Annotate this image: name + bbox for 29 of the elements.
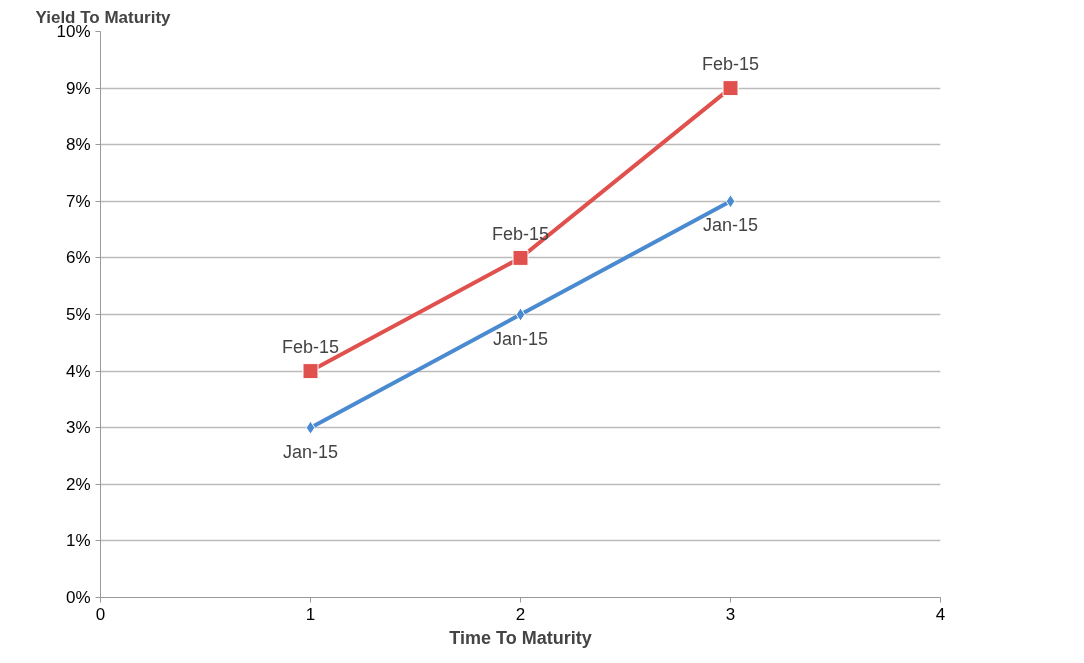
x-axis-title: Time To Maturity xyxy=(449,627,592,648)
text: Jan-15 xyxy=(282,441,339,462)
x-tick-label: 2 xyxy=(515,604,526,624)
y-tick-label: 3% xyxy=(65,418,91,438)
y-tick-label: 4% xyxy=(65,361,91,381)
point xyxy=(515,307,526,322)
y-tick-label: 0% xyxy=(65,588,91,607)
y-tick-label: 5% xyxy=(65,305,91,324)
x-tick-label: 3 xyxy=(725,604,736,624)
y-tick-label: 7% xyxy=(65,191,91,211)
y-tick-label: 6% xyxy=(65,248,91,268)
point xyxy=(305,420,316,435)
y-tick-label: 10% xyxy=(56,22,91,41)
series-label: Feb-15 xyxy=(491,223,550,244)
y-tick-label: 2% xyxy=(65,474,91,494)
series-label: Jan-15 xyxy=(492,328,549,349)
text: Jan-15 xyxy=(702,215,759,236)
y-tick-label: 8% xyxy=(65,135,91,155)
y-tick-label: 1% xyxy=(65,531,91,551)
x-tick-label: 4 xyxy=(935,604,946,624)
point xyxy=(725,194,736,209)
x-tick-label: 0 xyxy=(95,604,106,624)
text: Feb-15 xyxy=(281,337,340,358)
point xyxy=(302,363,319,380)
text: Feb-15 xyxy=(701,54,760,75)
x-tick-label: 1 xyxy=(305,604,316,624)
y-tick-label: 9% xyxy=(65,78,91,98)
point xyxy=(512,249,529,266)
point xyxy=(722,80,739,97)
